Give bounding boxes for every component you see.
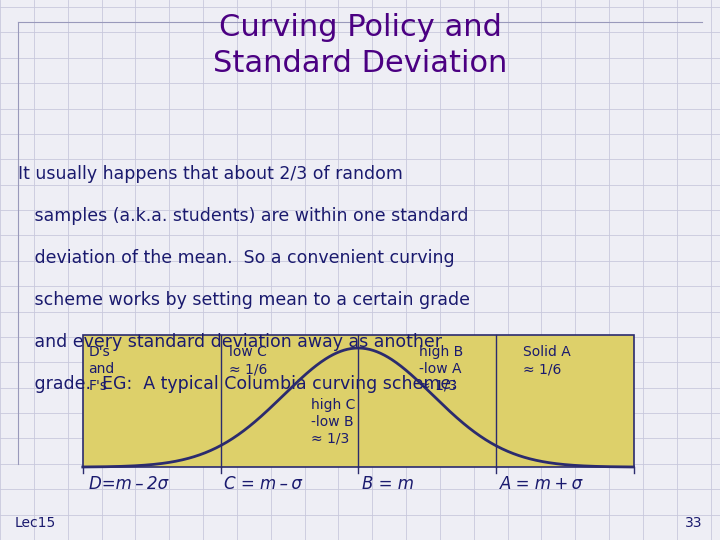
Text: deviation of the mean.  So a convenient curving: deviation of the mean. So a convenient c…	[18, 249, 454, 267]
Text: high C
-low B
≈ 1/3: high C -low B ≈ 1/3	[311, 399, 356, 446]
Text: scheme works by setting mean to a certain grade: scheme works by setting mean to a certai…	[18, 291, 470, 309]
Text: A = m + σ: A = m + σ	[500, 475, 582, 493]
Bar	[83, 335, 634, 467]
Text: It usually happens that about 2/3 of random: It usually happens that about 2/3 of ran…	[18, 165, 403, 183]
Text: D's
and
F's: D's and F's	[89, 346, 114, 393]
Text: D=m – 2σ: D=m – 2σ	[89, 475, 168, 493]
Text: and every standard deviation away as another: and every standard deviation away as ano…	[18, 333, 442, 351]
Text: Lec15: Lec15	[14, 516, 55, 530]
Text: Curving Policy and
Standard Deviation: Curving Policy and Standard Deviation	[213, 14, 507, 78]
Text: C = m – σ: C = m – σ	[224, 475, 302, 493]
Text: Solid A
≈ 1/6: Solid A ≈ 1/6	[523, 346, 571, 376]
Text: samples (a.k.a. students) are within one standard: samples (a.k.a. students) are within one…	[18, 207, 469, 225]
Text: low C
≈ 1/6: low C ≈ 1/6	[229, 346, 267, 376]
Text: grade.  EG:  A typical Columbia curving scheme:: grade. EG: A typical Columbia curving sc…	[18, 375, 457, 393]
Text: B = m: B = m	[361, 475, 414, 493]
Text: 33: 33	[685, 516, 702, 530]
Text: high B
-low A
≈ 1/3: high B -low A ≈ 1/3	[419, 346, 463, 393]
